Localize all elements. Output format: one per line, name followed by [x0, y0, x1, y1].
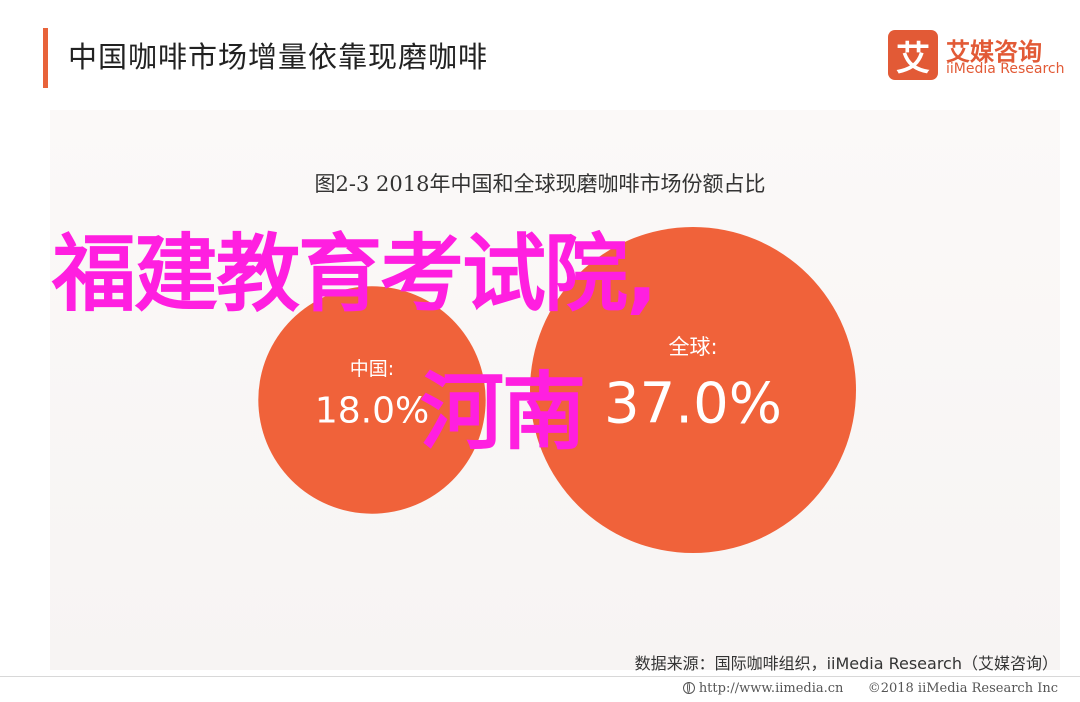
overlay-text-line-2: 河南 — [420, 363, 586, 461]
bubble-value-label-1: 37.0% — [604, 372, 782, 437]
overlay-text-line-1: 福建教育考试院, — [52, 225, 658, 323]
bubble-name-label-1: 全球: — [668, 335, 717, 359]
footer: http://www.iimedia.cn ©2018 iiMedia Rese… — [682, 681, 1058, 696]
logo-mark-icon: 艾 — [888, 30, 938, 80]
brand-logo: 艾 艾媒咨询 iiMedia Research — [888, 30, 1065, 82]
bubble-name-label-0: 中国: — [350, 358, 394, 380]
page-title: 中国咖啡市场增量依靠现磨咖啡 — [68, 40, 489, 74]
header-accent-bar — [43, 28, 48, 88]
chart-title: 图2-3 2018年中国和全球现磨咖啡市场份额占比 — [314, 172, 766, 196]
bubble-1 — [530, 227, 856, 553]
footer-url[interactable]: http://www.iimedia.cn — [698, 681, 844, 696]
bubble-value-label-0: 18.0% — [315, 391, 429, 432]
footer-divider — [0, 676, 1080, 677]
globe-icon — [682, 682, 695, 694]
footer-copyright: ©2018 iiMedia Research Inc — [867, 681, 1058, 696]
data-source-note: 数据来源：国际咖啡组织，iiMedia Research（艾媒咨询） — [634, 654, 1058, 673]
logo-english-name: iiMedia Research — [946, 61, 1065, 77]
logo-chinese-name: 艾媒咨询 — [946, 38, 1042, 66]
bubble-0 — [258, 286, 486, 514]
